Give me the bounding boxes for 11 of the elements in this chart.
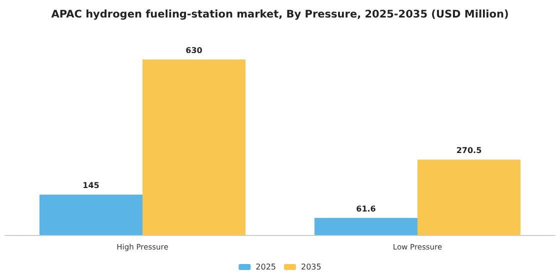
data-label: 61.6 bbox=[356, 204, 376, 214]
bar bbox=[142, 60, 246, 235]
data-label: 630 bbox=[186, 46, 203, 55]
legend-label: 2025 bbox=[256, 262, 276, 272]
bar bbox=[40, 194, 142, 235]
bar bbox=[418, 160, 520, 235]
chart-title: APAC hydrogen fueling-station market, By Pressure, 2025-2035 (USD Million) bbox=[51, 8, 509, 20]
bar bbox=[314, 218, 418, 235]
legend-label: 2035 bbox=[301, 262, 322, 272]
data-label: 270.5 bbox=[456, 146, 482, 156]
data-label: 145 bbox=[82, 181, 100, 190]
